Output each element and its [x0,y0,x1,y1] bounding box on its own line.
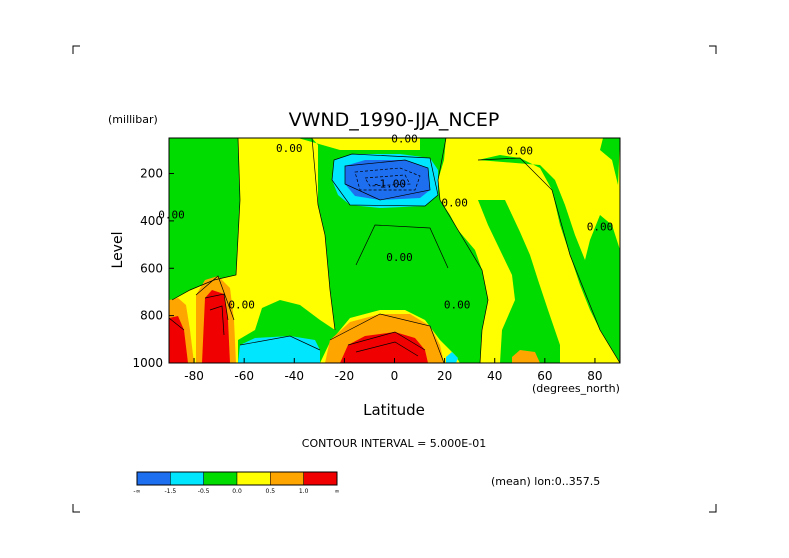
contour-label: 0.00 [158,209,185,222]
contour-label: 0.00 [276,142,303,155]
contour-label: 0.00 [444,299,471,312]
legend-tick-label: 0.0 [232,488,242,495]
legend-swatch [203,471,238,486]
x-units: (degrees_north) [532,382,620,395]
corner-marks [72,45,717,513]
y-tick-label: 200 [140,167,163,181]
contour-label: 0.00 [507,145,534,158]
y-axis-label: Level [110,232,126,269]
x-tick-label: -40 [284,369,304,383]
field-cyan-small [446,352,458,363]
x-axis-label: Latitude [363,401,425,419]
field-green-northeast [600,138,620,185]
field-orange-east [512,350,540,363]
x-tick-label: 20 [437,369,452,383]
x-axis: -80 -60 -40 -20 0 20 40 60 80 [184,358,603,383]
legend-swatch [303,471,338,486]
x-tick-label: -80 [184,369,204,383]
x-tick-label: 0 [391,369,399,383]
contour-label: 0.00 [441,197,468,210]
y-tick-label: 1000 [132,356,163,370]
contour-label: 0.00 [228,299,255,312]
x-tick-label: 40 [487,369,502,383]
field-green-mid [356,220,448,272]
field-cyan-lower [238,336,320,363]
legend-tick-label: -∞ [133,488,140,495]
field-green-blob [335,288,352,303]
contour-lines [169,138,620,363]
x-tick-label: -20 [335,369,355,383]
field-red-center [340,332,428,363]
legend-tick-label: ∞ [335,488,340,495]
contour-label: -1.00 [373,178,406,191]
legend-tick-label: 1.0 [299,488,309,495]
field-red-col [202,290,230,363]
y-tick-label: 600 [140,261,163,275]
chart-title: VWND_1990-JJA_NCEP [289,109,500,131]
legend-tick-label: 0.5 [266,488,276,495]
contour-label: 0.00 [587,220,614,233]
field-green-east [478,155,620,363]
legend-tick-label: -1.5 [164,488,176,495]
x-tick-label: 80 [587,369,602,383]
legend-frame [136,471,338,486]
contour-interval: CONTOUR INTERVAL = 5.000E-01 [302,437,486,450]
field-green-east-south [478,200,560,363]
x-tick-label: 60 [537,369,552,383]
footer-label: (mean) lon:0..357.5 [491,475,600,488]
legend-swatch [136,471,171,486]
plot-area [169,138,620,363]
y-axis: 200 400 600 800 1000 [132,167,174,370]
field-green-west [169,138,240,300]
contour-label: 0.00 [391,133,418,146]
legend-tick-label: -0.5 [198,488,210,495]
field-red-west [169,316,188,363]
y-tick-label: 800 [140,309,163,323]
legend-colorbar: -∞ -1.5 -0.5 0.0 0.5 1.0 ∞ [133,471,340,495]
legend-swatch [270,471,304,486]
contour-label: 0.00 [386,251,413,264]
y-units: (millibar) [108,113,158,126]
legend-swatch [236,471,271,486]
contour-labels: 0.00 0.00 -1.00 0.00 0.00 0.00 0.00 0.00 0.00 0.0… [158,133,613,312]
x-tick-label: -60 [234,369,254,383]
legend-swatch [170,471,204,486]
y-tick-label: 400 [140,214,163,228]
